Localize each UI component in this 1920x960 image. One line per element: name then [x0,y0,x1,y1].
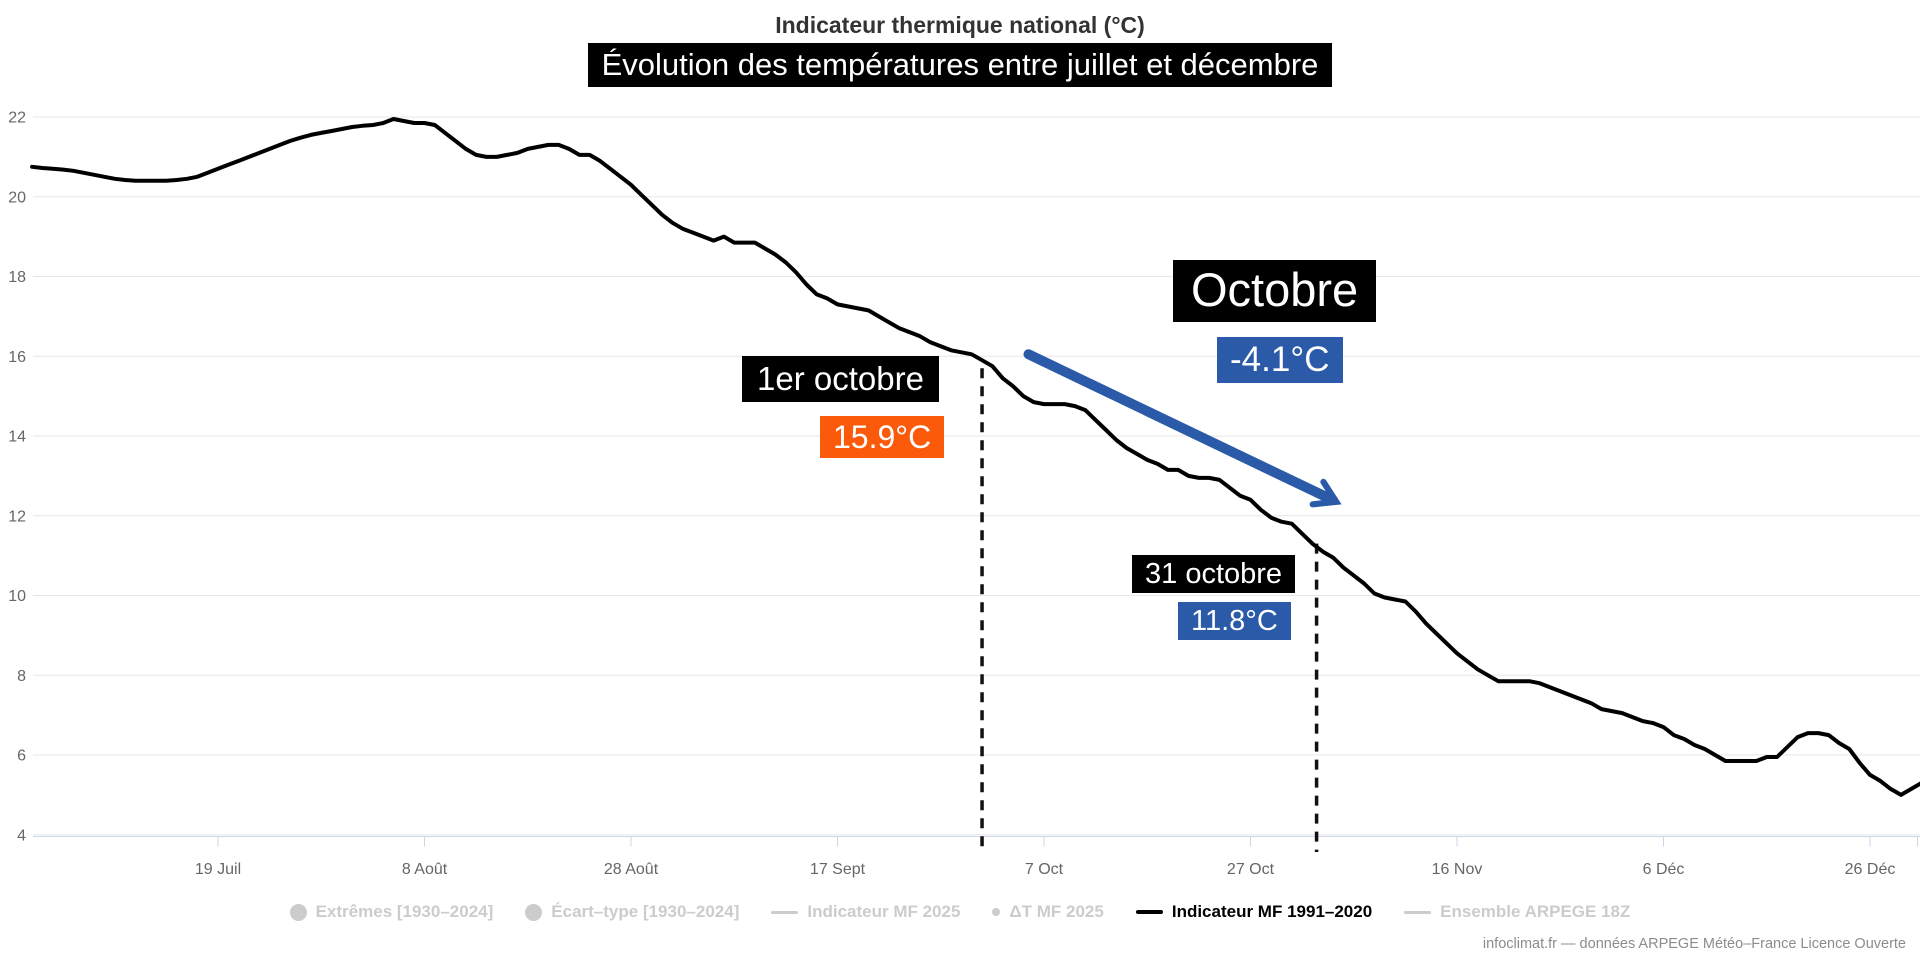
y-axis-label: 8 [17,668,26,685]
chart-title: Indicateur thermique national (°C) [775,12,1145,38]
y-axis-label: 16 [8,349,26,366]
legend-marker-delta-t-mf-2025 [992,908,1001,916]
legend-label: Ensemble ARPEGE 18Z [1440,902,1631,921]
legend-item-delta-t-mf-2025[interactable]: ΔT MF 2025 [992,902,1104,922]
chart-subtitle-row: Évolution des températures entre juillet… [0,43,1920,87]
annotation-oct1-temperature: 15.9°C [820,416,945,458]
x-axis-label: 27 Oct [1227,861,1275,878]
legend-label: ΔT MF 2025 [1009,902,1104,921]
y-axis-label: 18 [8,269,26,286]
x-axis-label: 7 Oct [1025,861,1064,878]
legend-marker-ecart-type-1930-2024 [525,903,543,921]
x-axis-label: 28 Août [604,861,659,878]
annotation-month-octobre: Octobre [1173,260,1377,322]
y-axis-label: 6 [17,748,26,765]
legend-label: Extrêmes [1930–2024] [315,902,494,921]
annotation-oct31-date: 31 octobre [1132,555,1296,593]
legend-label: Écart–type [1930–2024] [551,902,740,921]
x-axis-label: 8 Août [402,861,448,878]
annotation-oct31-temperature: 11.8°C [1178,602,1291,640]
legend-marker-indicateur-mf-1991-2020 [1135,910,1163,914]
x-axis-label: 16 Nov [1432,861,1483,878]
y-axis-label: 22 [8,110,26,127]
y-axis-label: 4 [17,827,26,844]
legend-item-extremes-1930-2024[interactable]: Extrêmes [1930–2024] [289,902,494,922]
legend-item-indicateur-mf-2025[interactable]: Indicateur MF 2025 [771,902,960,922]
legend: Extrêmes [1930–2024] Écart–type [1930–202… [0,902,1920,922]
annotation-oct1-date: 1er octobre [742,356,939,402]
legend-marker-indicateur-mf-2025 [771,910,799,914]
temperature-series-line[interactable] [30,117,1920,797]
y-axis-label: 14 [8,429,26,446]
chart-subtitle: Évolution des températures entre juillet… [587,43,1333,87]
y-axis-label: 10 [8,588,26,605]
october-trend-arrow [1023,349,1342,508]
x-axis-label: 19 Juil [195,861,241,878]
legend-item-indicateur-mf-1991-2020[interactable]: Indicateur MF 1991–2020 [1135,902,1373,922]
legend-item-ensemble-arpege-18z[interactable]: Ensemble ARPEGE 18Z [1404,902,1630,922]
y-axis-label: 20 [8,189,26,206]
x-axis-label: 26 Déc [1845,861,1896,878]
legend-marker-ensemble-arpege-18z [1404,910,1432,914]
credit-text: infoclimat.fr — données ARPEGE Météo–Fra… [1482,936,1906,952]
legend-marker-extremes-1930-2024 [289,903,307,921]
y-axis-label: 12 [8,508,26,525]
legend-label: Indicateur MF 1991–2020 [1171,902,1373,921]
annotation-october-delta: -4.1°C [1217,337,1343,383]
legend-item-ecart-type-1930-2024[interactable]: Écart–type [1930–2024] [525,902,739,922]
x-axis-label: 17 Sept [810,861,866,878]
legend-label: Indicateur MF 2025 [807,902,961,921]
x-axis-label: 6 Déc [1643,861,1685,878]
